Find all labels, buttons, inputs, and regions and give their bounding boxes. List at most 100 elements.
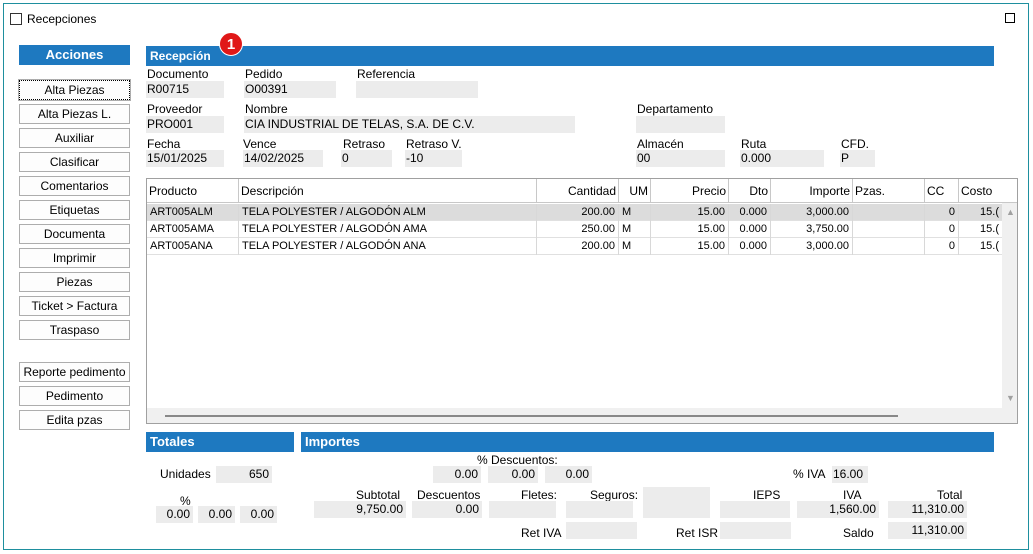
- accion-button-11[interactable]: Traspaso: [19, 320, 130, 340]
- accion-button-8[interactable]: Imprimir: [19, 248, 130, 268]
- recepcion-header: Recepción: [146, 46, 994, 66]
- seguros-extra-field[interactable]: [643, 487, 710, 518]
- vence-field[interactable]: 14/02/2025: [243, 150, 323, 167]
- saldo-field[interactable]: 11,310.00: [888, 522, 967, 539]
- column-header-8[interactable]: Pzas.: [853, 179, 925, 203]
- table-row[interactable]: ART005ANA TELA POLYESTER / ALGODÓN ANA 200…: [147, 238, 1003, 255]
- pedido-field[interactable]: O00391: [244, 81, 336, 98]
- pct-field-1[interactable]: 0.00: [156, 506, 193, 523]
- ieps-label: IEPS: [753, 488, 781, 502]
- seguros-field[interactable]: [566, 501, 633, 518]
- pct-field-3[interactable]: 0.00: [240, 506, 277, 523]
- ret-iva-field[interactable]: [566, 522, 637, 539]
- pedido-label: Pedido: [245, 67, 283, 81]
- descuento-field-1[interactable]: 0.00: [433, 466, 481, 483]
- table-cell: TELA POLYESTER / ALGODÓN AMA: [239, 221, 537, 238]
- table-cell: 250.00: [537, 221, 619, 238]
- proveedor-field[interactable]: PRO001: [146, 116, 224, 133]
- vence-label: Vence: [243, 137, 277, 151]
- iva-field[interactable]: 1,560.00: [797, 501, 879, 518]
- saldo-label: Saldo: [843, 526, 874, 540]
- retraso-field[interactable]: 0: [341, 150, 392, 167]
- column-header-9[interactable]: CC: [925, 179, 959, 203]
- accion-button-6[interactable]: Etiquetas: [19, 200, 130, 220]
- importes-header: Importes: [301, 432, 994, 452]
- referencia-field[interactable]: [356, 81, 478, 98]
- items-grid[interactable]: Producto Descripción Cantidad UM Precio Dto Im…: [146, 178, 1018, 424]
- table-cell: 0.000: [729, 221, 771, 238]
- table-cell: ART005ALM: [147, 204, 239, 221]
- descuentos-field[interactable]: 0.00: [412, 501, 482, 518]
- iva-label: IVA: [843, 488, 862, 502]
- column-header-4[interactable]: UM: [619, 179, 651, 203]
- table-cell: M: [619, 204, 651, 221]
- column-header-1[interactable]: Producto: [147, 179, 239, 203]
- maximize-icon[interactable]: [1005, 13, 1015, 23]
- window-icon: [10, 13, 22, 25]
- ret-isr-field[interactable]: [720, 522, 791, 539]
- subtotal-field[interactable]: 9,750.00: [314, 501, 406, 518]
- pct-field-2[interactable]: 0.00: [198, 506, 235, 523]
- column-header-5[interactable]: Precio: [651, 179, 729, 203]
- table-row[interactable]: ART005ALM TELA POLYESTER / ALGODÓN ALM 200…: [147, 204, 1003, 221]
- fletes-field[interactable]: [489, 501, 556, 518]
- departamento-field[interactable]: [636, 116, 725, 133]
- column-header-10[interactable]: Costo: [959, 179, 1017, 203]
- accion-button-3[interactable]: Auxiliar: [19, 128, 130, 148]
- unidades-field[interactable]: 650: [216, 466, 272, 483]
- seguros-label: Seguros:: [590, 488, 639, 502]
- subtotal-label: Subtotal: [356, 488, 401, 502]
- accion2-button-1[interactable]: Reporte pedimento: [19, 362, 130, 382]
- retraso-v-field[interactable]: -10: [405, 150, 462, 167]
- accion-button-1[interactable]: Alta Piezas: [18, 79, 131, 101]
- column-header-2[interactable]: Descripción: [239, 179, 537, 203]
- table-cell: 3,000.00: [771, 204, 853, 221]
- horizontal-scroll-thumb[interactable]: [165, 415, 898, 417]
- table-cell: 15.00: [651, 221, 729, 238]
- horizontal-scrollbar[interactable]: [147, 408, 1017, 423]
- accion-button-7[interactable]: Documenta: [19, 224, 130, 244]
- scroll-down-icon[interactable]: ▼: [1006, 393, 1015, 403]
- accion-button-4[interactable]: Clasificar: [19, 152, 130, 172]
- descuento-field-3[interactable]: 0.00: [545, 466, 592, 483]
- total-label: Total: [937, 488, 963, 502]
- table-cell: 200.00: [537, 204, 619, 221]
- table-cell: 200.00: [537, 238, 619, 255]
- cfd-label: CFD.: [841, 137, 869, 151]
- table-cell: [853, 204, 925, 221]
- column-header-3[interactable]: Cantidad: [537, 179, 619, 203]
- documento-label: Documento: [147, 67, 209, 81]
- table-cell: [853, 238, 925, 255]
- scroll-up-icon[interactable]: ▲: [1006, 207, 1015, 217]
- vertical-scrollbar[interactable]: ▲ ▼: [1002, 203, 1017, 408]
- accion-button-5[interactable]: Comentarios: [19, 176, 130, 196]
- ieps-field[interactable]: [720, 501, 790, 518]
- accion-button-10[interactable]: Ticket > Factura: [19, 296, 130, 316]
- fletes-label: Fletes:: [521, 488, 558, 502]
- column-header-7[interactable]: Importe: [771, 179, 853, 203]
- descuentos-label: Descuentos: [417, 488, 481, 502]
- table-cell: [853, 221, 925, 238]
- pct-iva-label: % IVA: [793, 467, 826, 481]
- nombre-label: Nombre: [245, 102, 288, 116]
- cfd-field[interactable]: P: [840, 150, 875, 167]
- acciones-header: Acciones: [19, 45, 130, 65]
- descuento-field-2[interactable]: 0.00: [488, 466, 538, 483]
- almacen-field[interactable]: 00: [636, 150, 725, 167]
- accion-button-9[interactable]: Piezas: [19, 272, 130, 292]
- column-header-6[interactable]: Dto: [729, 179, 771, 203]
- total-field[interactable]: 11,310.00: [888, 501, 967, 518]
- accion2-button-3[interactable]: Edita pzas: [19, 410, 130, 430]
- documento-field[interactable]: R00715: [146, 81, 224, 98]
- table-cell: TELA POLYESTER / ALGODÓN ALM: [239, 204, 537, 221]
- fecha-label: Fecha: [147, 137, 181, 151]
- pct-iva-field[interactable]: 16.00: [832, 466, 868, 483]
- accion2-button-2[interactable]: Pedimento: [19, 386, 130, 406]
- accion-button-2[interactable]: Alta Piezas L.: [19, 104, 130, 124]
- fecha-field[interactable]: 15/01/2025: [146, 150, 224, 167]
- table-cell: 15.(: [959, 204, 1003, 221]
- ruta-field[interactable]: 0.000: [740, 150, 824, 167]
- nombre-field[interactable]: CIA INDUSTRIAL DE TELAS, S.A. DE C.V.: [244, 116, 575, 133]
- table-row[interactable]: ART005AMA TELA POLYESTER / ALGODÓN AMA 250…: [147, 221, 1003, 238]
- table-cell: 15.(: [959, 238, 1003, 255]
